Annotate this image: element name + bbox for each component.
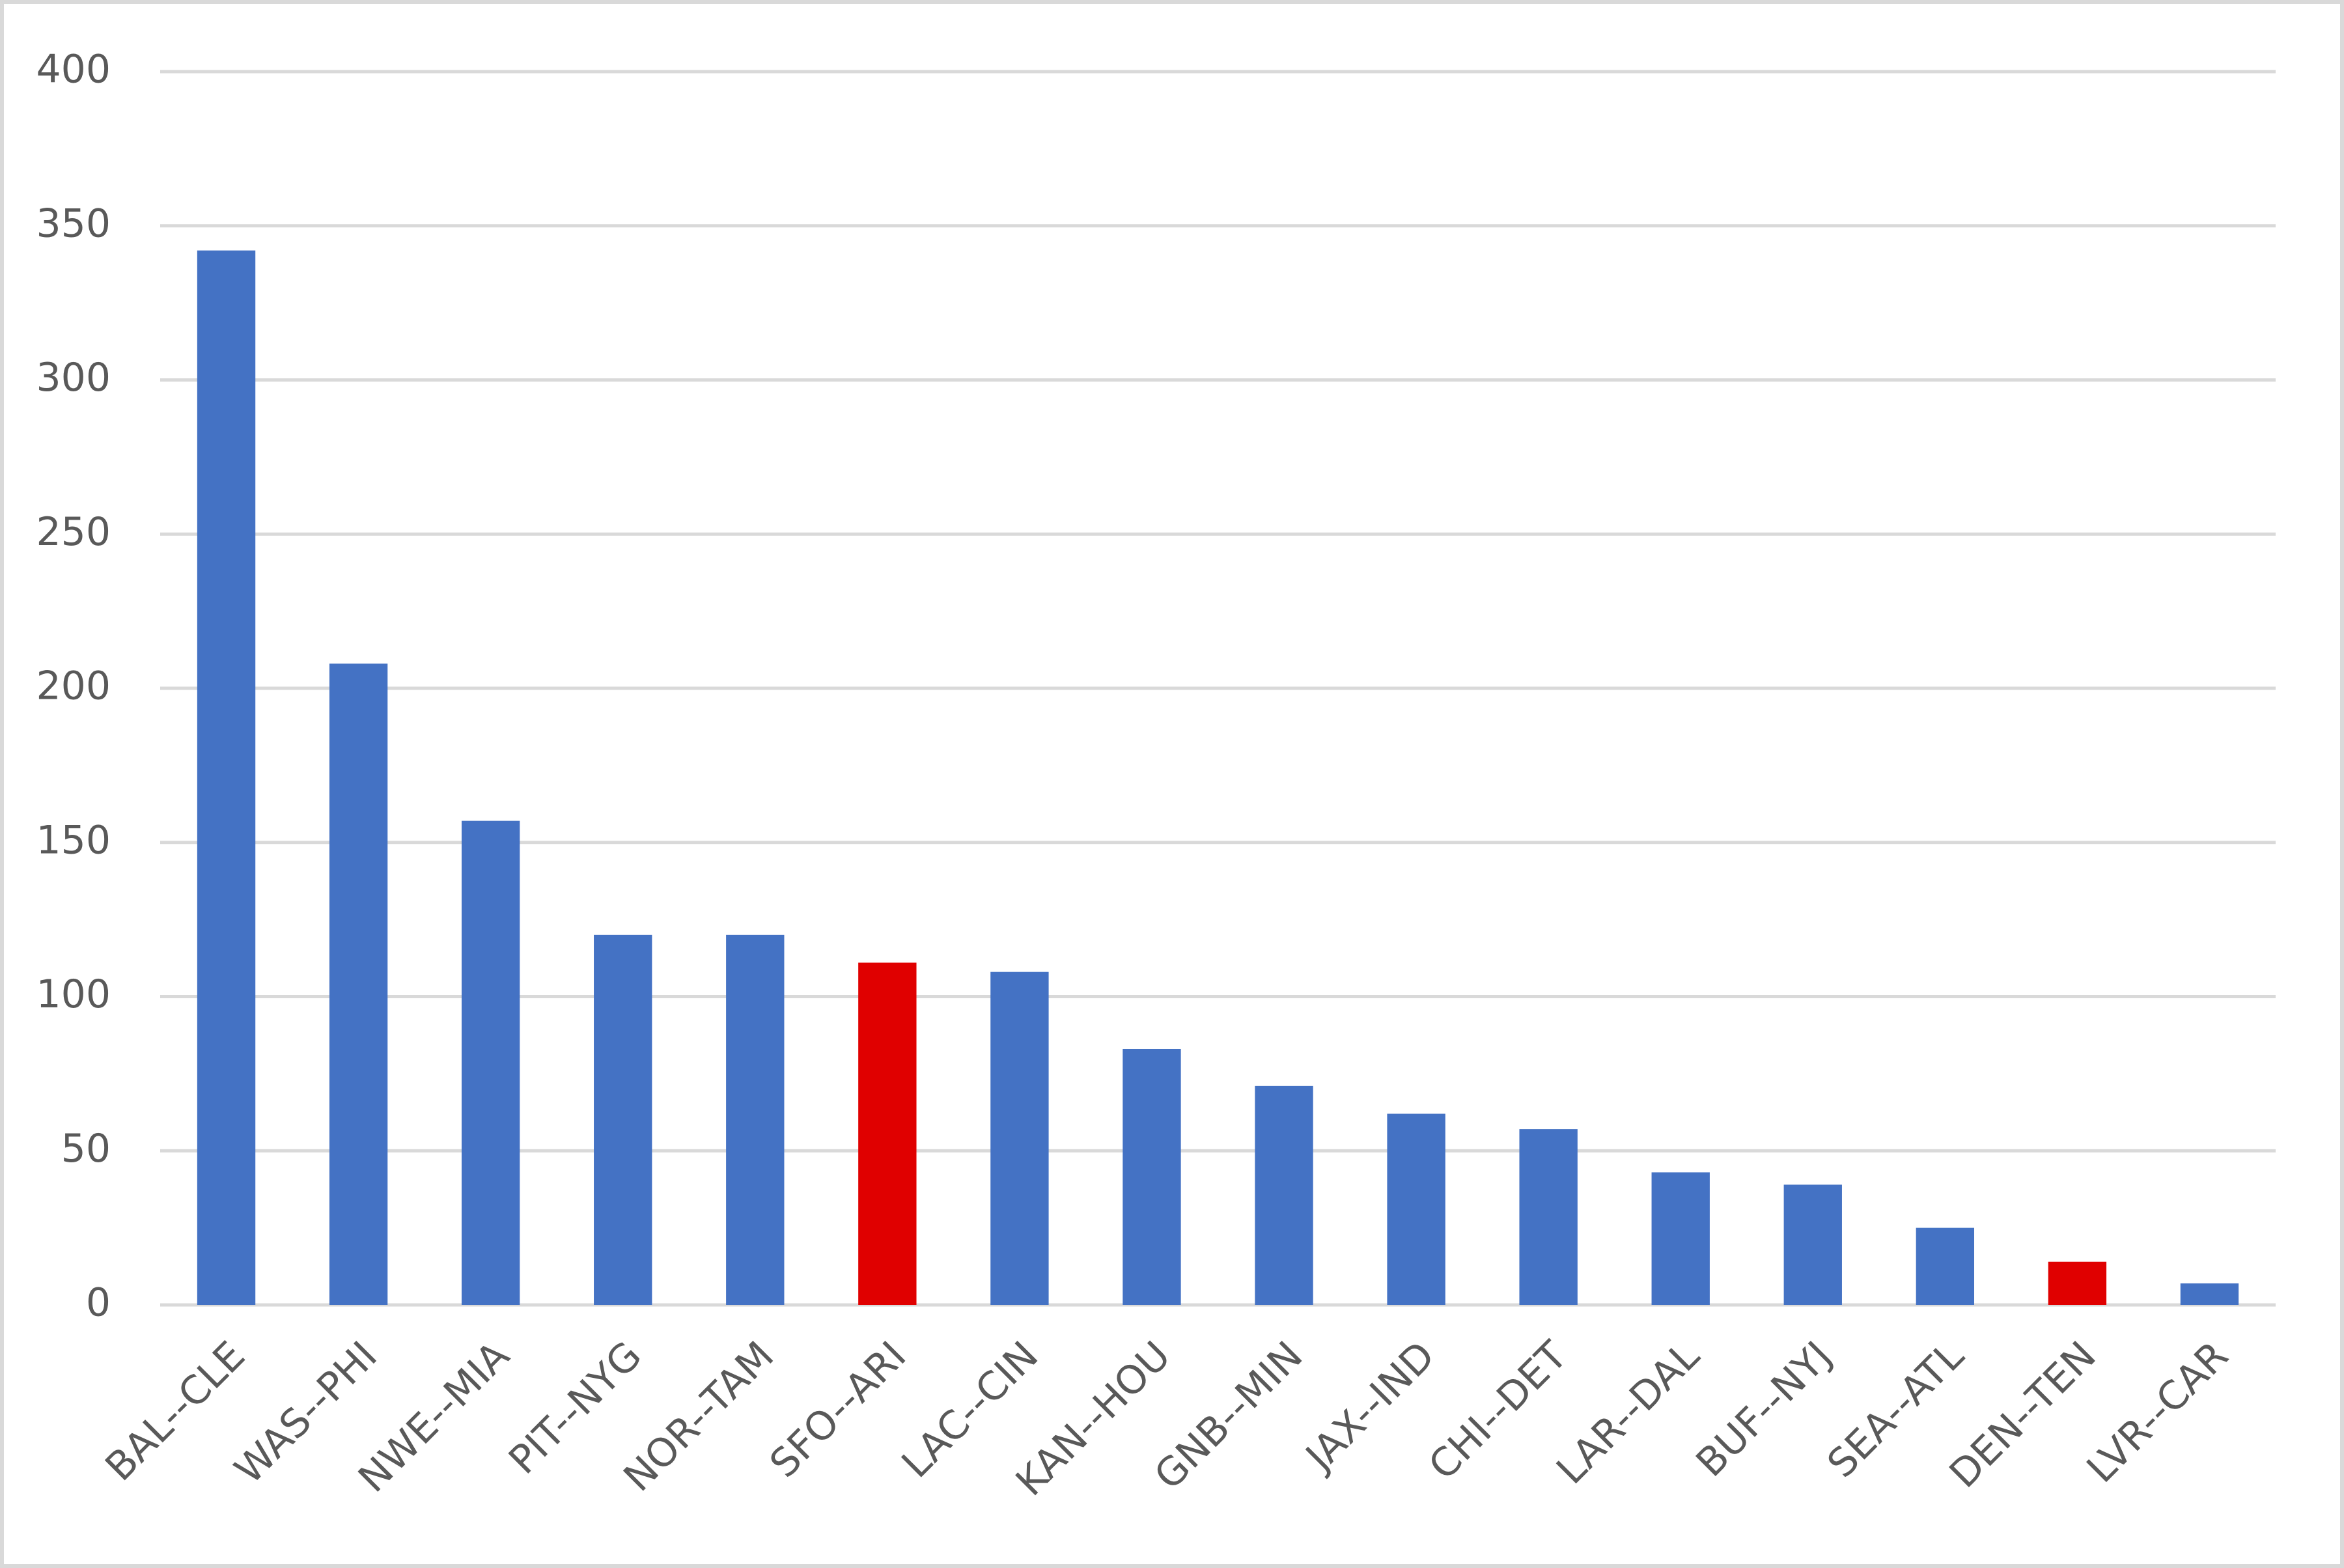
bar	[1651, 1172, 1710, 1305]
y-tick-label: 300	[36, 355, 111, 400]
y-tick-label: 250	[36, 509, 111, 555]
bar	[1255, 1085, 1313, 1305]
bar	[1123, 1048, 1181, 1305]
y-tick-label: 350	[36, 201, 111, 246]
bar	[726, 934, 785, 1305]
bar	[594, 934, 652, 1305]
bar	[329, 664, 388, 1305]
y-tick-label: 150	[36, 817, 111, 863]
y-tick-label: 200	[36, 664, 111, 709]
bar	[461, 820, 520, 1305]
bar	[1387, 1113, 1445, 1305]
bar	[2048, 1261, 2107, 1305]
bar	[1916, 1227, 1975, 1305]
bar	[990, 972, 1049, 1305]
bar	[2180, 1283, 2239, 1305]
y-tick-label: 50	[61, 1126, 111, 1171]
bar	[1519, 1129, 1578, 1305]
y-tick-label: 400	[36, 47, 111, 92]
y-tick-label: 0	[86, 1280, 111, 1326]
bar	[197, 250, 256, 1305]
bar	[1783, 1184, 1842, 1305]
y-tick-label: 100	[36, 972, 111, 1017]
bar	[858, 962, 917, 1305]
